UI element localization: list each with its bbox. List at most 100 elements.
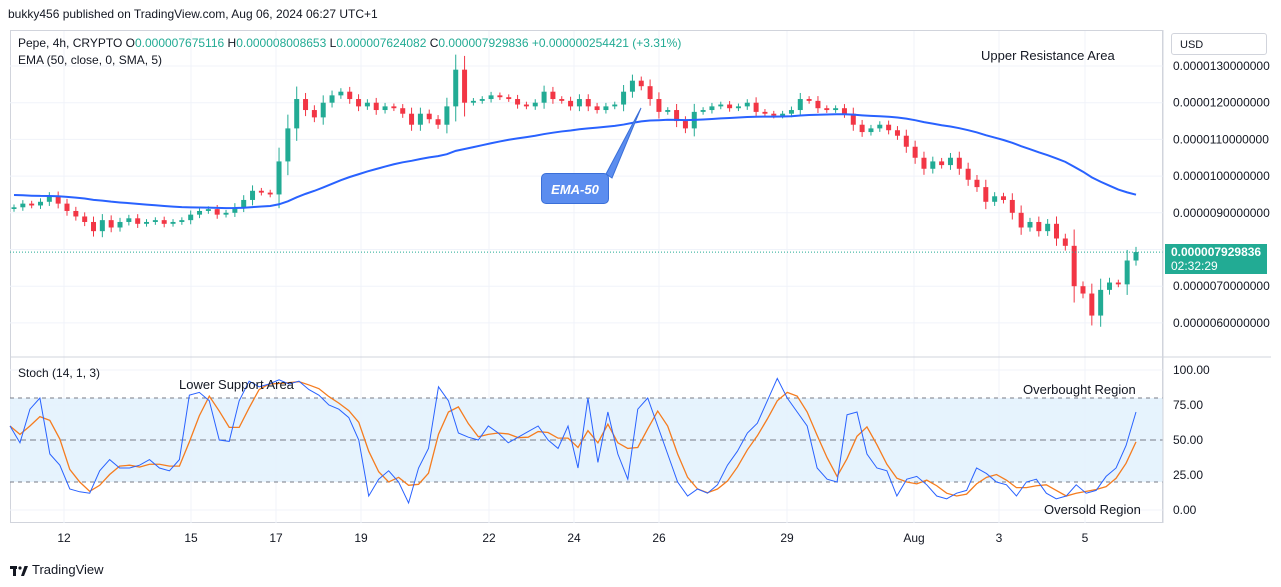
candle-body [1133, 252, 1139, 261]
lower-support-label[interactable]: Lower Support Area [179, 377, 294, 392]
candle-body [559, 99, 565, 101]
candle-body [11, 207, 17, 209]
candle-body [382, 106, 388, 111]
footer-brand[interactable]: TradingView [10, 562, 104, 577]
candle-body [64, 203, 70, 211]
oversold-label[interactable]: Oversold Region [1044, 502, 1141, 517]
candle-body [788, 110, 794, 114]
candle-body [1115, 282, 1121, 285]
candle-body [188, 214, 194, 221]
candle-body [594, 106, 600, 111]
candle-body [462, 69, 468, 103]
candle-body [744, 102, 750, 107]
candle-body [1036, 221, 1042, 232]
candle-body [311, 110, 317, 118]
candle-body [161, 220, 167, 224]
candle-body [603, 106, 609, 111]
candle-body [1045, 223, 1051, 232]
stoch-k-line[interactable] [9, 377, 1137, 505]
candle-body [877, 124, 883, 129]
candle-body [956, 157, 962, 169]
candle-body [453, 69, 459, 107]
ema-callout[interactable]: EMA-50 [541, 173, 609, 204]
candle-body [506, 97, 512, 100]
last-price-value: 0.000007929836 [1171, 245, 1262, 259]
candle-body [515, 99, 521, 105]
candle-body [947, 157, 953, 166]
candle-body [417, 113, 423, 125]
candle-body [930, 161, 936, 169]
candle-body [859, 124, 865, 133]
candle-body [435, 119, 441, 125]
candle-body [1062, 238, 1068, 246]
time-tick-label: 19 [354, 531, 368, 545]
overbought-label[interactable]: Overbought Region [1023, 382, 1136, 397]
low-label: L [329, 36, 337, 50]
candle-body [29, 203, 35, 206]
candle-body [276, 161, 282, 195]
candle-body [338, 91, 344, 96]
change-value: +0.000000254421 (+3.31%) [531, 36, 682, 50]
candle-body [585, 99, 591, 107]
candle-body [647, 86, 653, 100]
high-value: 0.000008008653 [236, 36, 327, 50]
candle-body [488, 95, 494, 100]
stoch-d-line[interactable] [9, 381, 1137, 497]
currency-button[interactable]: USD [1171, 33, 1267, 55]
stoch-tick-label: 100.00 [1173, 363, 1210, 377]
candle-body [1000, 196, 1006, 200]
candle-body [841, 108, 847, 114]
candle-body [921, 157, 927, 169]
candle-body [364, 102, 370, 107]
candle-body [983, 187, 989, 202]
candle-body [992, 196, 998, 202]
price-tick-label: 0.0000090000000 [1173, 206, 1270, 220]
symbol-label[interactable]: Pepe, 4h, CRYPTO [18, 36, 123, 50]
time-tick-label: 24 [567, 531, 581, 545]
candle-body [241, 199, 247, 208]
time-tick-label: Aug [903, 531, 924, 545]
candle-body [771, 113, 777, 116]
candle-body [868, 128, 874, 133]
ema-50-polyline[interactable] [13, 113, 1137, 210]
candle-body [497, 95, 503, 98]
candle-body [320, 102, 326, 118]
candles [11, 54, 1139, 327]
ema-callout-pointer [605, 107, 642, 179]
candle-body [329, 95, 335, 103]
candle-body [99, 220, 105, 232]
stoch-tick-label: 0.00 [1173, 503, 1197, 517]
candle-body [700, 110, 706, 112]
ema-legend[interactable]: EMA (50, close, 0, SMA, 5) [18, 53, 163, 67]
candle-body [1124, 260, 1130, 285]
candle-body [912, 146, 918, 158]
upper-resistance-label[interactable]: Upper Resistance Area [981, 48, 1115, 63]
candle-body [727, 104, 733, 109]
candle-body [797, 99, 803, 111]
candle-body [638, 80, 644, 87]
candle-body [126, 218, 132, 222]
candle-body [82, 216, 88, 222]
candle-body [541, 91, 547, 103]
close-value: 0.000007929836 [438, 36, 529, 50]
candle-body [91, 221, 97, 232]
candle-body [674, 110, 680, 122]
time-tick-label: 22 [482, 531, 496, 545]
candle-body [197, 210, 203, 215]
candle-body [1080, 286, 1086, 294]
candle-body [303, 99, 309, 111]
time-tick-label: 26 [652, 531, 666, 545]
price-tick-label: 0.0000130000000 [1173, 59, 1270, 73]
candle-body [179, 220, 185, 222]
price-tick-label: 0.0000110000000 [1173, 132, 1269, 146]
candle-body [223, 212, 229, 215]
stoch-legend[interactable]: Stoch (14, 1, 3) [18, 366, 101, 380]
candle-countdown: 02:32:29 [1171, 259, 1218, 273]
candle-body [470, 100, 476, 103]
candle-body [576, 99, 582, 107]
candle-body [373, 102, 379, 111]
candle-body [152, 220, 158, 222]
candle-body [426, 113, 432, 120]
price-tick-label: 0.0000100000000 [1173, 169, 1270, 183]
